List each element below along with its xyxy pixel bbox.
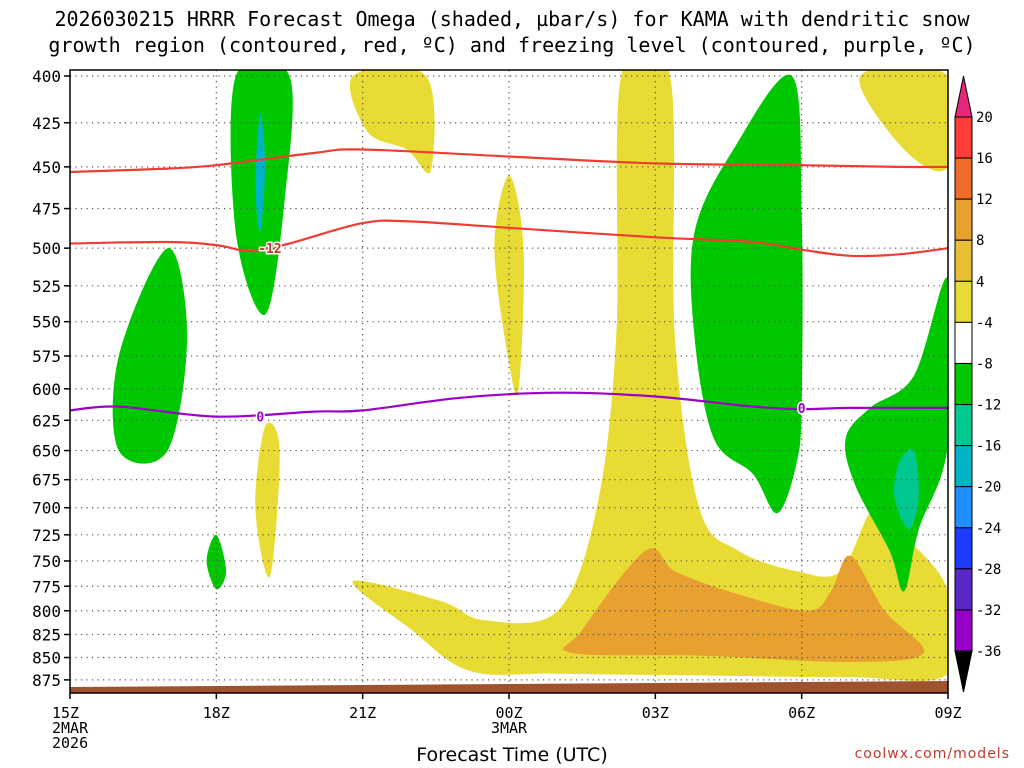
terrain-fill (70, 681, 948, 693)
colorbar-swatch-3 (954, 239, 973, 282)
y-tick-label-775: 775 (32, 577, 61, 596)
colorbar-label-1: 16 (976, 151, 993, 167)
omega-shading (112, 70, 948, 681)
y-tick-label-875: 875 (32, 671, 61, 690)
y-tick-label-450: 450 (32, 158, 61, 177)
colorbar-swatch-4 (954, 280, 973, 323)
colorbar: 20 16 12 8 4 -4 -8 -12 -16 -20 -24 -28 -32 -36 (954, 75, 1001, 693)
contour-lines: -12 0 0 (70, 148, 948, 427)
dgz-lower-contour (70, 219, 948, 258)
colorbar-label-11: -28 (976, 562, 1001, 578)
y-tick-label-750: 750 (32, 552, 61, 571)
colorbar-bottom-arrow (954, 650, 973, 693)
colorbar-label-8: -16 (976, 439, 1001, 455)
x-tick-label-00Z: 00Z (495, 704, 522, 722)
colorbar-top-arrow (954, 75, 973, 118)
omega-region-9 (690, 74, 803, 514)
colorbar-label-0: 20 (976, 110, 993, 126)
y-tick-label-575: 575 (32, 347, 61, 366)
colorbar-label-5: -4 (976, 315, 993, 331)
y-tick-label-475: 475 (32, 200, 61, 219)
y-tick-label-800: 800 (32, 602, 61, 621)
colorbar-swatch-0 (954, 116, 973, 159)
x-tick-sublabel-15Z: 2MAR (52, 719, 89, 737)
colorbar-label-3: 8 (976, 233, 984, 249)
freezing-contour-label-1: 0 (256, 411, 264, 426)
y-tick-label-550: 550 (32, 313, 61, 332)
x-tick-label-15Z: 15Z (52, 704, 79, 722)
omega-region-5 (255, 422, 280, 578)
colorbar-swatch-11 (954, 568, 973, 611)
colorbar-swatch-10 (954, 527, 973, 570)
x-tick-label-06Z: 06Z (788, 704, 815, 722)
grid-lines (70, 70, 948, 693)
colorbar-label-2: 12 (976, 192, 993, 208)
omega-region-0 (352, 70, 948, 681)
y-tick-label-675: 675 (32, 471, 61, 490)
omega-region-12 (255, 113, 266, 233)
x-tick-sublabel2-15Z: 2026 (52, 734, 88, 752)
x-tick-label-21Z: 21Z (349, 704, 376, 722)
x-tick-sublabel-00Z: 3MAR (491, 719, 528, 737)
colorbar-swatch-2 (954, 198, 973, 241)
x-axis-label: Forecast Time (UTC) (416, 744, 608, 766)
omega-region-4 (859, 70, 948, 172)
y-tick-label-725: 725 (32, 526, 61, 545)
dgz-upper-contour (70, 148, 948, 174)
credit-link[interactable]: coolwx.com/models (854, 746, 1010, 762)
omega-region-11 (893, 448, 919, 530)
colorbar-label-6: -8 (976, 356, 993, 372)
colorbar-swatch-1 (954, 157, 973, 200)
colorbar-label-13: -36 (976, 644, 1001, 660)
freezing-contour-label-2: 0 (798, 402, 806, 417)
colorbar-label-4: 4 (976, 274, 984, 290)
freezing-level-contour (70, 391, 948, 418)
colorbar-label-7: -12 (976, 398, 1001, 414)
axes: 400 425 450 475 500 525 550 575 600 625 650 675 700 7… (32, 67, 961, 752)
y-tick-label-525: 525 (32, 277, 61, 296)
y-tick-label-850: 850 (32, 649, 61, 668)
colorbar-swatch-12 (954, 609, 973, 652)
omega-region-2 (349, 70, 435, 174)
dgz-contour-label: -12 (258, 242, 281, 257)
colorbar-label-10: -24 (976, 521, 1001, 537)
omega-region-3 (494, 175, 525, 397)
omega-region-1 (563, 548, 925, 663)
y-tick-label-400: 400 (32, 67, 61, 86)
y-tick-label-500: 500 (32, 239, 61, 258)
title-line-1: 2026030215 HRRR Forecast Omega (shaded, … (54, 7, 970, 31)
omega-region-8 (206, 534, 227, 590)
chart-title: 2026030215 HRRR Forecast Omega (shaded, … (0, 6, 1024, 58)
colorbar-swatch-6 (954, 362, 973, 406)
colorbar-swatch-9 (954, 486, 973, 529)
colorbar-label-12: -32 (976, 603, 1001, 619)
x-tick-label-03Z: 03Z (642, 704, 669, 722)
x-tick-label-09Z: 09Z (934, 704, 961, 722)
colorbar-label-9: -20 (976, 480, 1001, 496)
colorbar-swatch-5 (954, 321, 973, 364)
y-tick-label-425: 425 (32, 114, 61, 133)
colorbar-swatch-7 (954, 404, 973, 447)
terrain (70, 681, 948, 693)
y-tick-label-825: 825 (32, 625, 61, 644)
y-tick-label-625: 625 (32, 411, 61, 430)
omega-region-10 (844, 277, 948, 592)
title-line-2: growth region (contoured, red, ºC) and f… (48, 33, 976, 57)
x-tick-label-18Z: 18Z (203, 704, 230, 722)
y-tick-label-650: 650 (32, 442, 61, 461)
colorbar-swatch-8 (954, 445, 973, 488)
y-tick-label-700: 700 (32, 499, 61, 518)
y-tick-label-600: 600 (32, 380, 61, 399)
omega-region-7 (112, 248, 188, 464)
